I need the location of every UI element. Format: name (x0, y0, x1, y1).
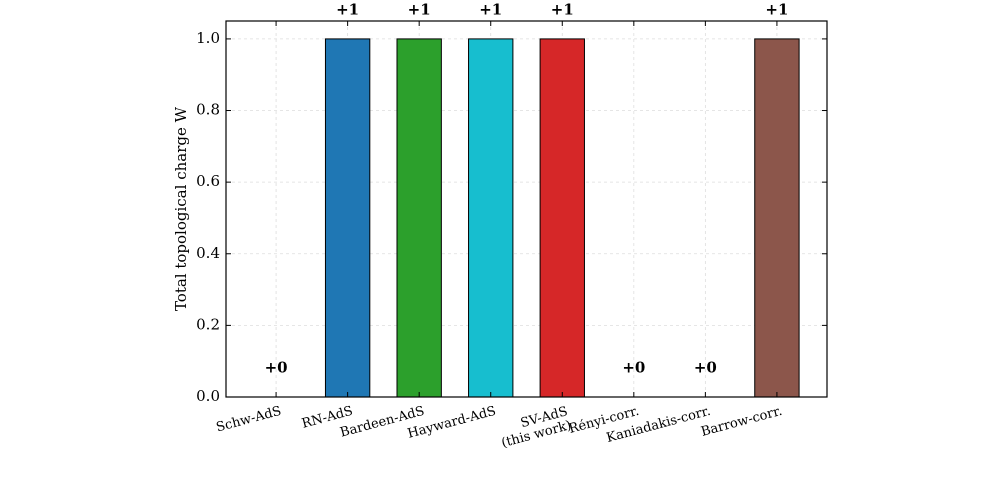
y-tick-label: 1.0 (196, 29, 220, 47)
value-label: +1 (551, 0, 574, 18)
bar (324, 38, 371, 398)
y-tick-label: 0.4 (196, 244, 220, 262)
y-tick-label: 0.0 (196, 387, 220, 405)
value-label: +1 (408, 0, 431, 18)
value-label: +1 (765, 0, 788, 18)
y-axis-label: Total topological charge W (172, 106, 190, 311)
value-label: +0 (622, 358, 645, 376)
x-tick-label: SV-AdS(this work) (496, 404, 573, 451)
bar (539, 38, 585, 398)
y-tick-label: 0.8 (196, 101, 220, 119)
bar (468, 38, 514, 398)
value-label: +0 (265, 358, 288, 376)
value-label: +1 (479, 0, 502, 18)
x-tick-label: Barrow-corr. (699, 404, 783, 440)
x-tick-label: Schw-AdS (215, 404, 283, 436)
value-label: +0 (694, 358, 717, 376)
bar (396, 38, 442, 398)
y-tick-label: 0.2 (196, 315, 220, 333)
y-tick-label: 0.6 (196, 172, 220, 190)
value-label: +1 (336, 0, 359, 18)
bar (754, 38, 800, 398)
plot-frame (225, 20, 828, 398)
